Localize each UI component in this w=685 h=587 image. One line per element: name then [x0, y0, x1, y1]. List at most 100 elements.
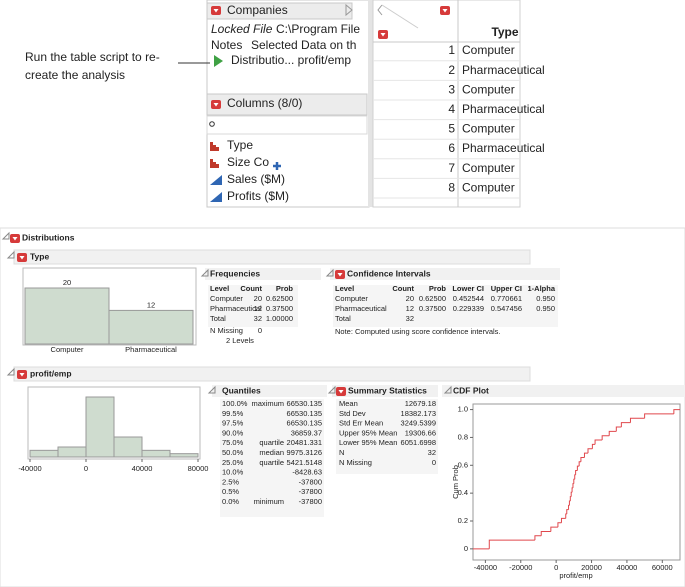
cdf-step: [601, 435, 610, 441]
stat-value: 19306.66: [405, 428, 436, 437]
quantile-level: 0.5%: [222, 487, 239, 496]
menu-arrow: [213, 103, 219, 107]
outline-header: [332, 385, 438, 397]
quantile-value: -37800: [299, 487, 322, 496]
cdf-step: [488, 539, 535, 545]
cdf-step: [644, 413, 674, 419]
disclosure[interactable]: [325, 268, 334, 277]
outline-header: [442, 385, 685, 397]
cdf-step: [583, 452, 588, 458]
cdf-step: [534, 535, 542, 541]
table-header: Level: [335, 284, 354, 293]
disclosure[interactable]: [6, 367, 15, 376]
table-bg: [220, 399, 324, 517]
crosshair-icon: [273, 162, 281, 170]
cdf-step: [560, 517, 566, 523]
table-cell: Total: [210, 314, 226, 323]
panel-title: Quantiles: [222, 385, 261, 395]
stat-name: Upper 95% Mean: [339, 428, 397, 437]
cdf-step: [629, 417, 645, 423]
outline-header: [205, 268, 321, 280]
collapse-icon[interactable]: [345, 3, 353, 17]
column-name: Type: [227, 138, 253, 152]
script-name[interactable]: Distributio... profit/emp: [231, 53, 351, 67]
disclosure[interactable]: [1, 231, 10, 240]
quantile-level: 0.0%: [222, 497, 239, 506]
cell: Computer: [462, 43, 515, 57]
disclosure[interactable]: [207, 385, 216, 394]
quantile-level: 100.0%: [222, 399, 248, 408]
panel-title: Frequencies: [210, 268, 260, 278]
chart-title: CDF Plot: [453, 385, 489, 395]
disclosure[interactable]: [6, 250, 15, 259]
disclosure[interactable]: [200, 268, 209, 277]
table-cell: 12: [406, 304, 414, 313]
continuous-icon: [210, 175, 222, 185]
table-cell: Computer: [335, 294, 368, 303]
cell: Computer: [462, 161, 515, 175]
table-cell: 0.452544: [453, 294, 484, 303]
x-tick-label: -40000: [18, 464, 41, 473]
report-title: Distributions: [22, 232, 75, 242]
row-number: 6: [448, 141, 455, 155]
cdf-step: [571, 487, 573, 493]
table-header: Level: [210, 284, 229, 293]
menu-arrow: [380, 33, 386, 37]
stat-value: 6051.6998: [401, 438, 436, 447]
stat-name: N: [339, 448, 344, 457]
data-grid: [372, 0, 521, 208]
value-label: 12: [147, 300, 155, 309]
menu-arrow: [338, 390, 344, 394]
script-run-icon[interactable]: [214, 55, 223, 67]
row-number: 4: [448, 102, 455, 116]
row-number: 7: [448, 161, 455, 175]
stat-name: Std Err Mean: [339, 419, 383, 428]
quantile-value: -8428.63: [292, 468, 322, 477]
cdf-step: [574, 474, 576, 480]
x-tick-label: 60000: [652, 563, 673, 572]
y-tick-label: 0: [464, 544, 468, 553]
cdf-step: [566, 509, 569, 515]
table-bg: [208, 285, 298, 327]
quantile-level: 75.0%: [222, 438, 244, 447]
table-cell: 32: [254, 314, 262, 323]
table-bg: [336, 399, 438, 474]
section-title: Type: [30, 251, 49, 261]
bar: [24, 287, 110, 345]
search-box[interactable]: [206, 115, 368, 135]
disclosure[interactable]: [327, 385, 336, 394]
table-header: Prob: [276, 284, 294, 293]
x-tick-label: -20000: [509, 563, 532, 572]
table-cell: 2 Levels: [226, 336, 254, 345]
menu-arrow: [442, 9, 448, 13]
bar: [108, 309, 194, 345]
stat-value: 3249.5399: [401, 419, 436, 428]
quantile-label: minimum: [254, 497, 284, 506]
search-icon: [209, 121, 215, 127]
y-tick-label: 0.8: [458, 432, 468, 441]
histogram-bar: [57, 446, 87, 458]
table-header: Lower CI: [452, 284, 484, 293]
cdf-step: [580, 456, 585, 462]
quantile-label: median: [259, 448, 284, 457]
table-cell: Computer: [210, 294, 243, 303]
disclosure[interactable]: [443, 385, 452, 394]
x-tick-label: 80000: [188, 464, 209, 473]
row-number: 2: [448, 63, 455, 77]
quantile-label: quartile: [259, 458, 284, 467]
stat-name: Mean: [339, 399, 358, 408]
panel-header: [206, 2, 353, 20]
cell: Computer: [462, 122, 515, 136]
menu-arrow: [19, 256, 25, 260]
grid-nav[interactable]: [377, 4, 383, 16]
x-tick-label: Pharmaceutical: [125, 345, 177, 354]
table-cell: 12: [254, 304, 262, 313]
cell: Pharmaceutical: [462, 141, 545, 155]
table-cell: 0.62500: [419, 294, 446, 303]
cdf-step: [565, 513, 567, 519]
quantile-label: maximum: [251, 399, 284, 408]
note: Note: Computed using score confidence in…: [335, 327, 501, 336]
x-tick-label: 20000: [581, 563, 602, 572]
histogram-bar: [85, 396, 115, 458]
menu-arrow: [213, 9, 219, 13]
